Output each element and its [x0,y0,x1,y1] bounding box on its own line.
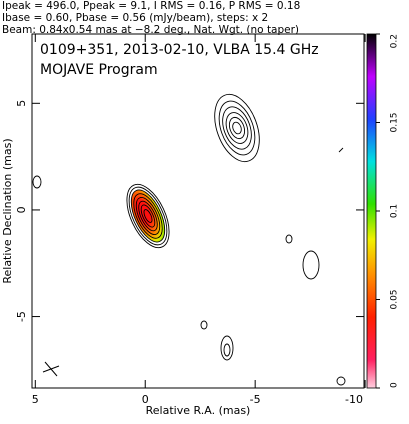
plot-frame [31,33,365,389]
x-tick-label: -10 [345,393,363,406]
x-axis-label: Relative R.A. (mas) [146,404,251,417]
header-line: Beam: 0.84x0.54 mas at −8.2 deg., Nat. W… [2,24,299,36]
x-tick-label: 5 [32,393,39,406]
x-tick-label: -5 [250,393,261,406]
colorbar-tick-label: 0.05 [390,289,400,309]
contours [32,93,346,386]
title: 0109+351, 2013-02-10, VLBA 15.4 GHz [40,42,319,58]
colorbar-tick-label: 0.2 [390,34,400,48]
y-tick-label: 5 [15,100,28,107]
colorbar [366,33,377,389]
y-tick-label: -5 [15,311,28,322]
header-line: Ipeak = 496.0, Ppeak = 9.1, I RMS = 0.16… [2,0,300,12]
colorbar-tick-label: 0 [390,382,400,388]
y-axis-label: Relative Declination (mas) [1,138,14,283]
x-tick-label: 0 [142,393,149,406]
y-tick-label: 0 [15,206,28,213]
subtitle: MOJAVE Program [40,62,158,78]
colorbar-tick-label: 0.1 [390,204,400,218]
header-line: Ibase = 0.60, Pbase = 0.56 (mJy/beam), s… [2,12,268,24]
beam-cross [42,361,60,377]
colorbar-tick-label: 0.15 [390,112,400,132]
